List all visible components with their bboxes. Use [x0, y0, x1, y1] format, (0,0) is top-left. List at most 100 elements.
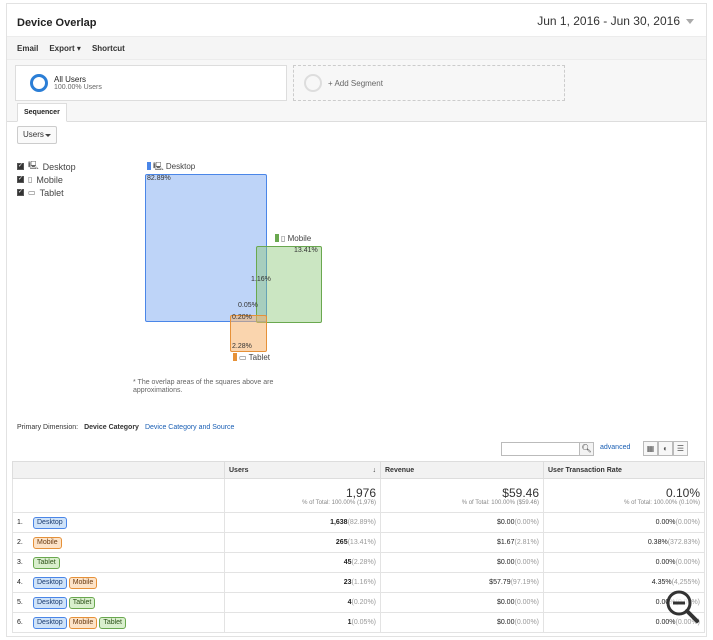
rate-cell: 0.00%(0.00%): [543, 512, 705, 533]
users-cell-value: 23: [343, 579, 352, 586]
date-range-picker[interactable]: Jun 1, 2016 - Jun 30, 2016: [533, 12, 698, 30]
tablet-square-label: ▭ Tablet: [233, 353, 270, 362]
users-cell-value: 4: [347, 599, 352, 606]
device-filter-list: 🖳 Desktop ▯ Mobile ▭ Tablet: [17, 160, 76, 199]
users-cell-value: 1: [347, 619, 352, 626]
revenue-cell-pct: (0.00%): [514, 559, 539, 566]
mobile-square[interactable]: [256, 246, 322, 323]
desktop-label-text: Desktop: [165, 162, 196, 171]
segment-ring-icon: [30, 74, 48, 92]
device-chip-desktop[interactable]: Desktop: [33, 596, 67, 609]
device-chip-desktop[interactable]: Desktop: [33, 616, 67, 629]
zoom-out-icon[interactable]: [663, 587, 703, 627]
empty-segment-icon: [304, 74, 322, 92]
bar-view-icon[interactable]: ☰: [673, 441, 688, 456]
users-cell-pct: (82.89%): [347, 519, 376, 526]
desktop-pct: 82.89%: [147, 175, 171, 182]
users-cell-value: 1,638: [330, 519, 348, 526]
report-table: Users ↓ Revenue User Transaction Rate 1,…: [12, 461, 705, 633]
rate-cell-pct: (0.00%): [675, 519, 700, 526]
users-cell: 45(2.28%): [224, 552, 381, 573]
dimension-device-category[interactable]: Device Category: [84, 424, 139, 431]
device-chip-desktop[interactable]: Desktop: [33, 576, 67, 589]
primary-dimension-label: Primary Dimension:: [17, 424, 79, 431]
checkbox-checked-icon[interactable]: [17, 188, 24, 196]
rate-cell-pct: (372.83%): [667, 539, 700, 546]
desktop-square[interactable]: [145, 174, 267, 322]
metric-dropdown[interactable]: Users: [17, 126, 57, 144]
row-index: 2.: [17, 538, 23, 546]
users-cell: 4(0.20%): [224, 592, 381, 613]
device-chip-mobile[interactable]: Mobile: [68, 616, 98, 629]
rate-cell: 0.00%(0.00%): [543, 612, 705, 633]
table-view-icon[interactable]: ▦: [643, 441, 658, 456]
filter-desktop[interactable]: 🖳 Desktop: [17, 160, 76, 173]
chevron-down-icon: [686, 18, 694, 24]
revenue-cell-value: $0.00: [496, 619, 515, 626]
tablet-icon: ▭: [239, 353, 247, 362]
tab-sequencer[interactable]: Sequencer: [17, 103, 67, 122]
totals-rate-value: 0.10%: [665, 485, 700, 500]
revenue-cell-value: $57.79: [489, 579, 511, 586]
header-users[interactable]: Users ↓: [224, 461, 381, 479]
device-chip-mobile[interactable]: Mobile: [33, 536, 62, 549]
table-row: 6. Desktop Mobile Tablet 1(0.05%) $0.00(0.00%…: [12, 612, 705, 633]
filter-mobile[interactable]: ▯ Mobile: [17, 173, 76, 186]
email-button[interactable]: Email: [17, 43, 39, 53]
revenue-cell-value: $0.00: [496, 559, 515, 566]
revenue-cell-value: $1.67: [496, 539, 515, 546]
advanced-link[interactable]: advanced: [600, 444, 631, 451]
device-chip-tablet[interactable]: Tablet: [99, 616, 126, 629]
users-cell-pct: (2.28%): [351, 559, 376, 566]
filter-tablet[interactable]: ▭ Tablet: [17, 186, 76, 199]
header-rate[interactable]: User Transaction Rate: [543, 461, 705, 479]
revenue-cell-value: $0.00: [496, 599, 515, 606]
totals-revenue-sub: % of Total: 100.00% ($59.46): [461, 499, 539, 506]
dimension-device-category-source[interactable]: Device Category and Source: [144, 424, 235, 431]
rate-cell: 0.00%(0.00%): [543, 552, 705, 573]
checkbox-checked-icon[interactable]: [17, 162, 24, 170]
view-toggle: ▦ ◐ ☰: [643, 441, 688, 456]
search-icon[interactable]: 🔍︎: [579, 442, 594, 456]
tablet-square[interactable]: [230, 315, 267, 352]
header-users-label: Users: [229, 466, 249, 474]
mobile-square-label: ▯ Mobile: [275, 234, 311, 243]
device-chip-mobile[interactable]: Mobile: [68, 576, 98, 589]
revenue-cell-pct: (0.00%): [514, 599, 539, 606]
totals-rate: 0.10% % of Total: 100.00% (0.10%): [543, 478, 705, 513]
segment-all-users[interactable]: All Users 100.00% Users: [15, 65, 287, 101]
sort-desc-icon: ↓: [372, 466, 377, 474]
rate-cell-value: 0.00%: [655, 559, 676, 566]
revenue-cell: $0.00(0.00%): [380, 592, 544, 613]
device-chip-desktop[interactable]: Desktop: [33, 516, 67, 529]
page-title: Device Overlap: [17, 17, 97, 29]
row-index: 6.: [17, 618, 23, 626]
revenue-cell: $1.67(2.81%): [380, 532, 544, 553]
users-cell: 1,638(82.89%): [224, 512, 381, 533]
totals-empty-cell: [12, 478, 225, 513]
totals-row: 1,976 % of Total: 100.00% (1,976) $59.46…: [12, 478, 705, 513]
rate-cell-value: 0.00%: [655, 599, 676, 606]
report-toolbar: Email Export ▾ Shortcut: [7, 36, 706, 60]
shortcut-button[interactable]: Shortcut: [91, 43, 125, 53]
users-cell-value: 45: [343, 559, 352, 566]
revenue-cell: $0.00(0.00%): [380, 612, 544, 633]
row-index: 5.: [17, 598, 23, 606]
table-row: 1. Desktop 1,638(82.89%) $0.00(0.00%) 0.00%(…: [12, 512, 705, 533]
row-index: 3.: [17, 558, 23, 566]
export-button[interactable]: Export ▾: [49, 43, 81, 53]
device-chip-tablet[interactable]: Tablet: [68, 596, 96, 609]
pie-view-icon[interactable]: ◐: [658, 441, 673, 456]
add-segment-button[interactable]: + Add Segment: [293, 65, 565, 101]
device-cell: 2. Mobile: [12, 532, 225, 553]
device-cell: 3. Tablet: [12, 552, 225, 573]
overlap-note: * The overlap areas of the squares above…: [133, 379, 274, 394]
header-revenue[interactable]: Revenue: [380, 461, 544, 479]
device-chip-tablet[interactable]: Tablet: [33, 556, 60, 569]
rate-cell-value: 0.00%: [655, 619, 676, 626]
primary-dimension-row: Primary Dimension: Device Category Devic…: [17, 424, 234, 431]
table-header-row: Users ↓ Revenue User Transaction Rate: [12, 461, 705, 479]
users-cell: 23(1.16%): [224, 572, 381, 593]
rate-cell: 0.38%(372.83%): [543, 532, 705, 553]
checkbox-checked-icon[interactable]: [17, 175, 24, 183]
